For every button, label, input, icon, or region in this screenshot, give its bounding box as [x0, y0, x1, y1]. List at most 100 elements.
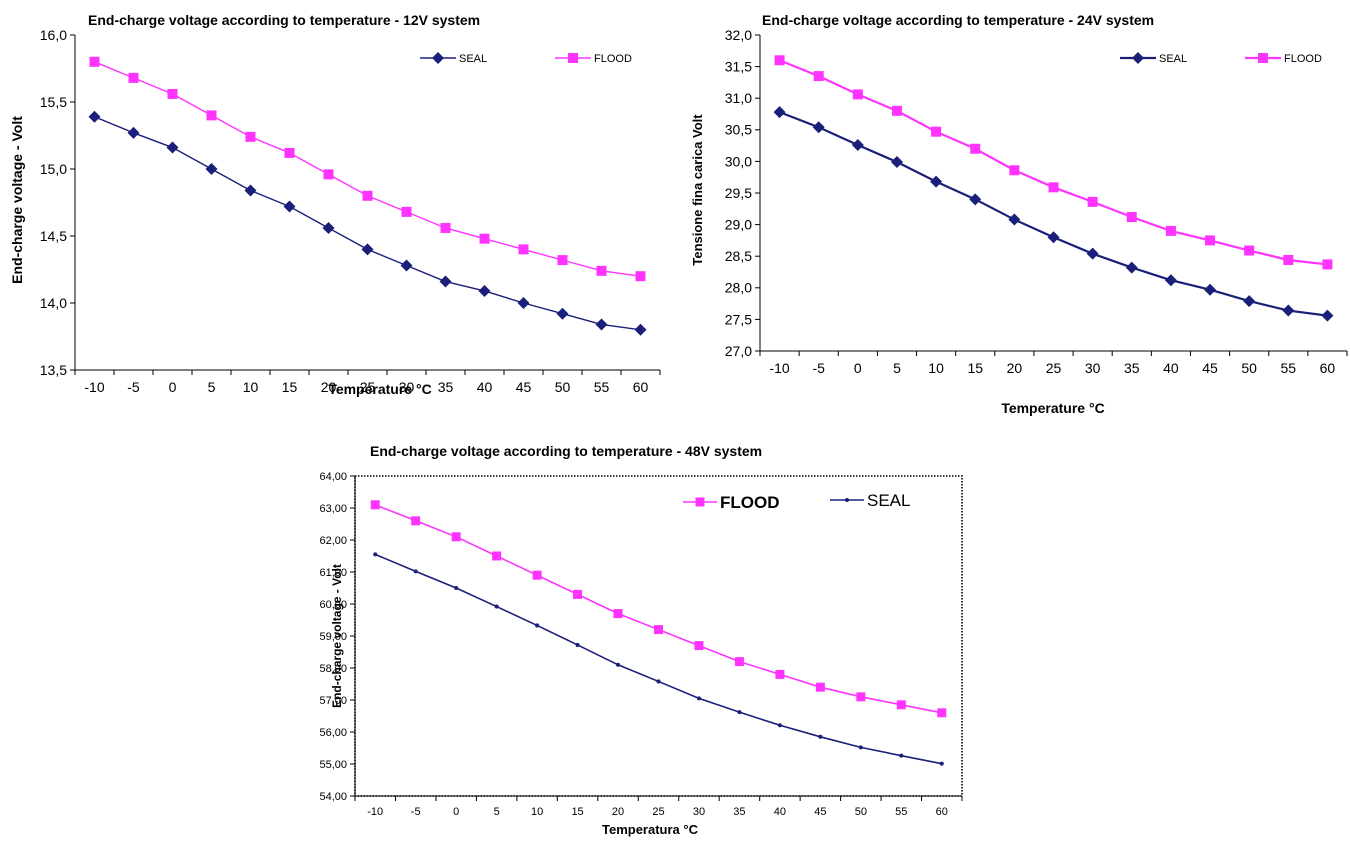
x-tick-label: 60 — [633, 379, 649, 395]
x-tick-label: 5 — [494, 806, 500, 818]
series-line — [374, 553, 942, 765]
series-seal — [88, 110, 647, 336]
data-point — [361, 243, 374, 256]
data-point — [284, 147, 295, 158]
y-tick-label: 63,00 — [319, 503, 347, 515]
legend-marker — [432, 52, 444, 64]
data-point — [166, 141, 179, 154]
legend-marker — [1132, 52, 1144, 64]
data-point — [1086, 247, 1099, 260]
chart-3: End-charge voltage according to temperat… — [319, 443, 963, 837]
data-point — [1282, 304, 1295, 317]
data-point — [89, 56, 100, 67]
data-point — [167, 88, 178, 99]
data-point — [815, 682, 825, 692]
data-point — [777, 723, 782, 728]
data-point — [283, 200, 296, 213]
y-tick-label: 64,00 — [319, 471, 347, 483]
data-point — [557, 255, 568, 266]
x-tick-label: 50 — [555, 379, 571, 395]
x-tick-label: 35 — [438, 379, 454, 395]
x-tick-label: 60 — [936, 806, 948, 818]
x-tick-label: 40 — [477, 379, 493, 395]
data-point — [1047, 231, 1060, 244]
x-tick-label: 15 — [282, 379, 298, 395]
data-point — [970, 143, 981, 154]
data-point — [635, 271, 646, 282]
data-point — [969, 193, 982, 206]
x-tick-label: -5 — [127, 379, 140, 395]
data-point — [1244, 245, 1255, 256]
data-point — [858, 745, 863, 750]
x-tick-label: 20 — [612, 806, 624, 818]
y-axis-title: Tensione fina carica Volt — [690, 114, 705, 266]
data-point — [890, 156, 903, 169]
data-point — [127, 126, 140, 139]
x-tick-label: -10 — [84, 379, 104, 395]
x-tick-label: -10 — [367, 806, 383, 818]
y-axis-title: End-charge voltage - Volt — [9, 116, 25, 284]
data-point — [616, 662, 621, 667]
data-point — [401, 206, 412, 217]
data-point — [1165, 225, 1176, 236]
data-point — [478, 284, 491, 297]
chart-title: End-charge voltage according to temperat… — [88, 12, 480, 28]
x-tick-label: 55 — [1281, 360, 1297, 376]
data-point — [1126, 212, 1137, 223]
series-flood — [89, 56, 646, 282]
data-point — [492, 551, 502, 561]
x-tick-label: 40 — [1163, 360, 1179, 376]
data-point — [737, 710, 742, 715]
legend-entry-seal: SEAL — [1120, 52, 1187, 65]
x-tick-label: -5 — [411, 806, 421, 818]
data-point — [532, 570, 542, 580]
x-tick-label: 10 — [531, 806, 543, 818]
data-point — [400, 259, 413, 272]
data-point — [1321, 309, 1334, 322]
data-point — [654, 625, 663, 635]
data-point — [451, 532, 461, 542]
y-tick-label: 28,5 — [725, 248, 752, 264]
data-point — [696, 696, 701, 701]
legend-label: SEAL — [459, 53, 487, 65]
x-tick-label: -10 — [769, 360, 789, 376]
data-point — [1164, 274, 1177, 287]
data-point — [518, 244, 529, 255]
data-point — [1204, 283, 1217, 296]
data-point — [575, 642, 580, 647]
x-tick-label: 5 — [893, 360, 901, 376]
x-tick-label: 35 — [733, 806, 745, 818]
y-tick-label: 57,00 — [319, 695, 347, 707]
x-tick-label: 5 — [208, 379, 216, 395]
x-tick-label: 20 — [1007, 360, 1023, 376]
data-point — [891, 105, 902, 116]
x-tick-label: 25 — [652, 806, 664, 818]
series-flood — [370, 500, 947, 718]
y-tick-label: 55,00 — [319, 759, 347, 771]
y-tick-label: 31,5 — [725, 59, 752, 75]
series-seal — [773, 106, 1334, 322]
data-point — [773, 106, 786, 119]
data-point — [634, 323, 647, 336]
data-point — [517, 297, 530, 309]
x-tick-label: 15 — [967, 360, 983, 376]
x-tick-label: 50 — [855, 806, 867, 818]
data-point — [245, 131, 256, 142]
y-tick-label: 15,5 — [40, 94, 67, 110]
y-tick-label: 61,00 — [319, 567, 347, 579]
chart-2: End-charge voltage according to temperat… — [690, 12, 1348, 416]
data-point — [734, 657, 744, 667]
x-tick-label: 30 — [1085, 360, 1101, 376]
legend-entry-seal: SEAL — [420, 52, 487, 65]
data-point — [774, 55, 785, 66]
x-tick-label: 55 — [895, 806, 907, 818]
y-tick-label: 14,5 — [40, 228, 67, 244]
data-point — [930, 175, 943, 188]
x-tick-label: 0 — [453, 806, 459, 818]
data-point — [896, 700, 906, 710]
data-point — [775, 669, 785, 679]
x-tick-label: 45 — [516, 379, 532, 395]
data-point — [411, 516, 421, 526]
data-point — [454, 585, 459, 591]
y-tick-label: 59,00 — [319, 631, 347, 643]
